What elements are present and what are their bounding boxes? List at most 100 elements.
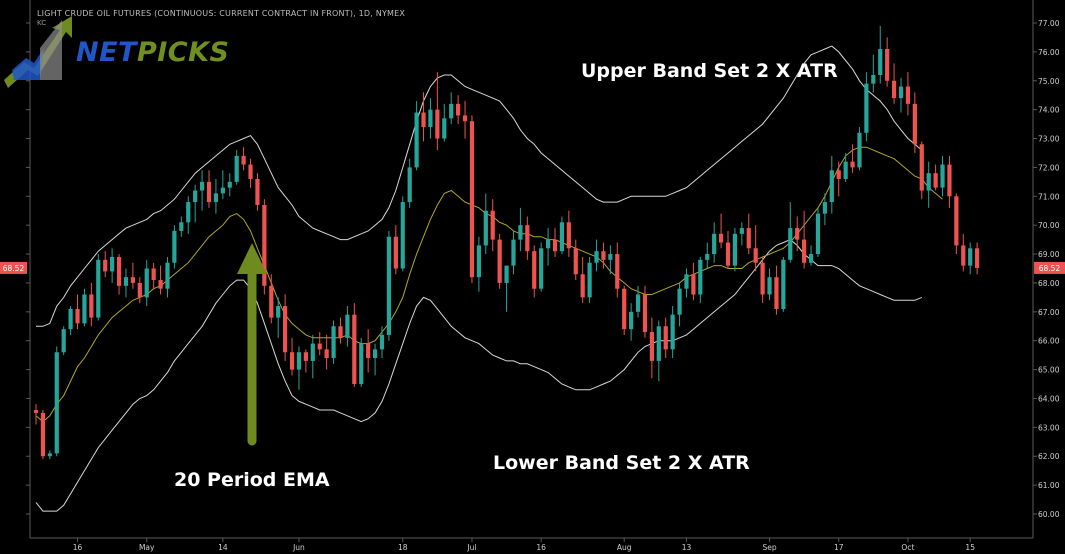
y-tick-label: 76.00 [1038, 48, 1060, 57]
lower-band-annotation: Lower Band Set 2 X ATR [493, 452, 750, 474]
candle [940, 155, 945, 197]
candle-body [525, 225, 530, 252]
candle [47, 450, 52, 460]
candle-body [774, 277, 779, 309]
candle [442, 103, 447, 142]
candle-body [248, 164, 253, 179]
candle-body [802, 239, 807, 263]
candle [359, 337, 364, 387]
candle [684, 268, 689, 298]
y-tick-label: 77.00 [1038, 19, 1060, 28]
candle [372, 343, 378, 376]
candle-body [663, 326, 668, 350]
candle-body [75, 308, 80, 324]
candle-body [296, 352, 302, 370]
candle-body [338, 326, 343, 338]
candle [449, 92, 454, 125]
candle-body [110, 256, 115, 272]
candle [61, 326, 66, 356]
candle [469, 115, 475, 283]
candle [732, 228, 738, 272]
candle [179, 216, 184, 237]
candle [234, 150, 239, 185]
y-tick-label: 67.00 [1038, 308, 1060, 317]
candle-body [234, 155, 239, 182]
candle [296, 346, 302, 390]
candle [587, 256, 592, 304]
candle-body [96, 259, 101, 318]
candle-body [732, 233, 738, 266]
candle [220, 170, 225, 200]
candle [746, 213, 751, 255]
price-tag-label: 68.52 [1039, 264, 1061, 273]
candle-body [898, 86, 904, 99]
candle-body [975, 248, 980, 268]
candle-body [504, 265, 509, 283]
candle [248, 158, 253, 188]
candle-body [428, 109, 433, 127]
candle-body [725, 242, 731, 266]
candle [642, 285, 648, 338]
candle-body [808, 254, 814, 263]
lower-band-line [35, 239, 922, 512]
arrow-head [237, 243, 267, 274]
candle-body [552, 239, 558, 252]
candle [601, 242, 606, 269]
candle [82, 288, 87, 327]
candle [905, 72, 911, 116]
brand-net: NET [76, 37, 137, 68]
candle-body [767, 277, 772, 295]
ema-arrow [237, 243, 267, 446]
candle-body [421, 112, 426, 127]
candle [663, 317, 668, 359]
candle [898, 77, 904, 113]
candle-body [926, 173, 931, 191]
candle [891, 63, 897, 104]
candle-body [559, 222, 565, 252]
candle-body [352, 314, 357, 385]
candle [310, 334, 315, 379]
candle [421, 92, 426, 142]
candle-body [331, 326, 336, 359]
candle [760, 256, 765, 304]
candle [130, 262, 135, 289]
candle-body [545, 239, 551, 249]
y-tick-label: 63.00 [1038, 423, 1060, 432]
candle [158, 265, 163, 295]
candle-body [954, 196, 959, 246]
candle [808, 245, 814, 266]
x-tick-label: 13 [682, 543, 692, 552]
candle-body [414, 112, 419, 168]
candle [462, 100, 468, 139]
candle [871, 54, 876, 93]
candle-body [372, 349, 378, 359]
candle [193, 184, 198, 223]
candle-body [698, 259, 703, 295]
candle-body [580, 274, 585, 298]
candle-body [89, 294, 94, 318]
bands [35, 45, 943, 512]
candle-body [442, 118, 447, 139]
candle-body [850, 161, 855, 168]
ema-annotation: 20 Period EMA [174, 469, 330, 491]
candle-body [393, 236, 398, 269]
y-tick-label: 65.00 [1038, 366, 1060, 375]
candle [379, 326, 385, 359]
candle [366, 329, 371, 373]
candle [40, 410, 46, 460]
candle [33, 404, 39, 425]
candle-body [905, 86, 911, 104]
candle-body [961, 245, 966, 266]
candle-body [469, 121, 475, 278]
candle [303, 349, 308, 373]
candle [338, 317, 343, 344]
candle [269, 274, 274, 324]
candle [165, 256, 170, 298]
candle-body [220, 187, 225, 194]
candle [456, 95, 461, 125]
candle [255, 173, 260, 211]
candle [753, 225, 758, 272]
candle [622, 285, 627, 335]
